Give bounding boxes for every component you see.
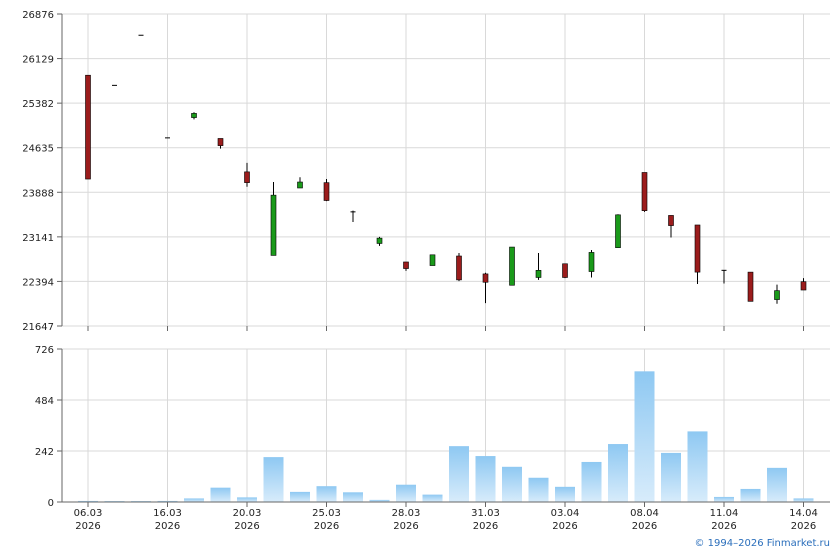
candle-body: [535, 270, 542, 278]
price-tick-label: 23141: [22, 233, 54, 244]
x-tick-label-date: 11.04: [710, 508, 739, 519]
x-tick-label-year: 2026: [632, 521, 657, 532]
volume-bar: [475, 456, 496, 502]
volume-bar: [555, 486, 575, 502]
x-tick-label-year: 2026: [314, 521, 339, 532]
x-tick-label-date: 28.03: [392, 508, 421, 519]
volume-bar: [78, 500, 98, 502]
candle-body: [217, 138, 224, 146]
volume-bar: [263, 457, 284, 502]
volume-bar: [793, 498, 814, 502]
x-tick-label-year: 2026: [711, 521, 736, 532]
volume-bar: [714, 496, 734, 502]
candle-body: [297, 181, 303, 189]
date-x-axis: 06.03 2026 16.03 2026 20.03 2026 25.03 2026 28.0…: [62, 326, 830, 532]
candle-body: [588, 252, 595, 272]
candle-body: [403, 261, 409, 269]
x-tick-label-year: 2026: [473, 521, 498, 532]
price-candles: [85, 34, 807, 304]
volume-bar: [210, 487, 231, 502]
candle-body: [774, 290, 780, 300]
price-y-axis: 26876 26129 25382 24635 23888 23141 22394 21647: [22, 10, 63, 333]
candle-body: [191, 113, 197, 118]
candle-body: [482, 273, 489, 283]
volume-bar: [528, 477, 549, 502]
x-tick-label-year: 2026: [234, 521, 259, 532]
volume-bar: [634, 371, 655, 502]
x-tick-label-year: 2026: [393, 521, 418, 532]
volume-bar: [237, 497, 257, 502]
volume-bar: [502, 466, 522, 502]
x-tick-label-date: 16.03: [153, 508, 182, 519]
volume-bar: [343, 492, 363, 502]
volume-tick-label: 484: [35, 396, 54, 407]
candle-body: [85, 74, 91, 180]
price-tick-label: 26129: [22, 55, 54, 66]
price-tick-label: 25382: [22, 99, 54, 110]
x-tick-label-date: 25.03: [312, 508, 341, 519]
candle-body: [509, 246, 515, 286]
candle-body: [323, 182, 330, 201]
x-tick-label-date: 14.04: [789, 508, 818, 519]
x-tick-label-date: 03.04: [551, 508, 580, 519]
x-tick-label-year: 2026: [552, 521, 577, 532]
volume-tick-label: 0: [48, 498, 54, 509]
candle-body: [244, 171, 250, 183]
copyright-credit[interactable]: © 1994–2026 Finmarket.ru: [694, 538, 830, 549]
x-tick-label-date: 06.03: [74, 508, 103, 519]
volume-bar: [422, 494, 443, 502]
candle-body: [270, 194, 277, 256]
price-tick-label: 26876: [22, 10, 54, 21]
volume-bar: [316, 486, 337, 502]
volume-bar: [157, 500, 178, 502]
candle-body: [562, 263, 568, 278]
volume-bar: [449, 446, 469, 502]
volume-bar: [740, 488, 761, 502]
volume-bar: [767, 467, 787, 502]
volume-tick-label: 242: [35, 447, 54, 458]
volume-bar: [290, 491, 310, 502]
candle-body: [694, 224, 701, 273]
volume-y-axis: 726 484 242 0: [35, 345, 63, 509]
candle-body: [641, 172, 648, 211]
volume-panel-grid: [62, 348, 830, 503]
volume-bar: [396, 484, 416, 502]
x-tick-label-date: 08.04: [630, 508, 659, 519]
candle-body: [376, 237, 383, 244]
x-tick-label-date: 20.03: [233, 508, 262, 519]
price-tick-label: 23888: [22, 188, 54, 199]
price-tick-label: 22394: [22, 277, 54, 288]
candle-body: [747, 271, 754, 302]
x-tick-label-year: 2026: [155, 521, 180, 532]
volume-bar: [369, 499, 390, 502]
volume-bar: [687, 431, 708, 502]
price-panel-grid: [62, 13, 830, 327]
candle-body: [800, 281, 807, 291]
candle-body: [456, 255, 462, 281]
x-tick-label-year: 2026: [75, 521, 100, 532]
volume-bars: [78, 371, 814, 503]
volume-bar: [581, 461, 602, 502]
candle-body: [668, 215, 674, 226]
volume-bar: [608, 444, 628, 502]
x-tick-label-year: 2026: [791, 521, 816, 532]
volume-bar: [661, 452, 681, 502]
price-tick-label: 21647: [22, 322, 54, 333]
x-tick-label-date: 31.03: [471, 508, 500, 519]
volume-bar: [184, 498, 204, 502]
price-tick-label: 24635: [22, 144, 54, 155]
candle-body: [615, 214, 621, 248]
volume-tick-label: 726: [35, 345, 54, 356]
candle-body: [429, 254, 436, 266]
